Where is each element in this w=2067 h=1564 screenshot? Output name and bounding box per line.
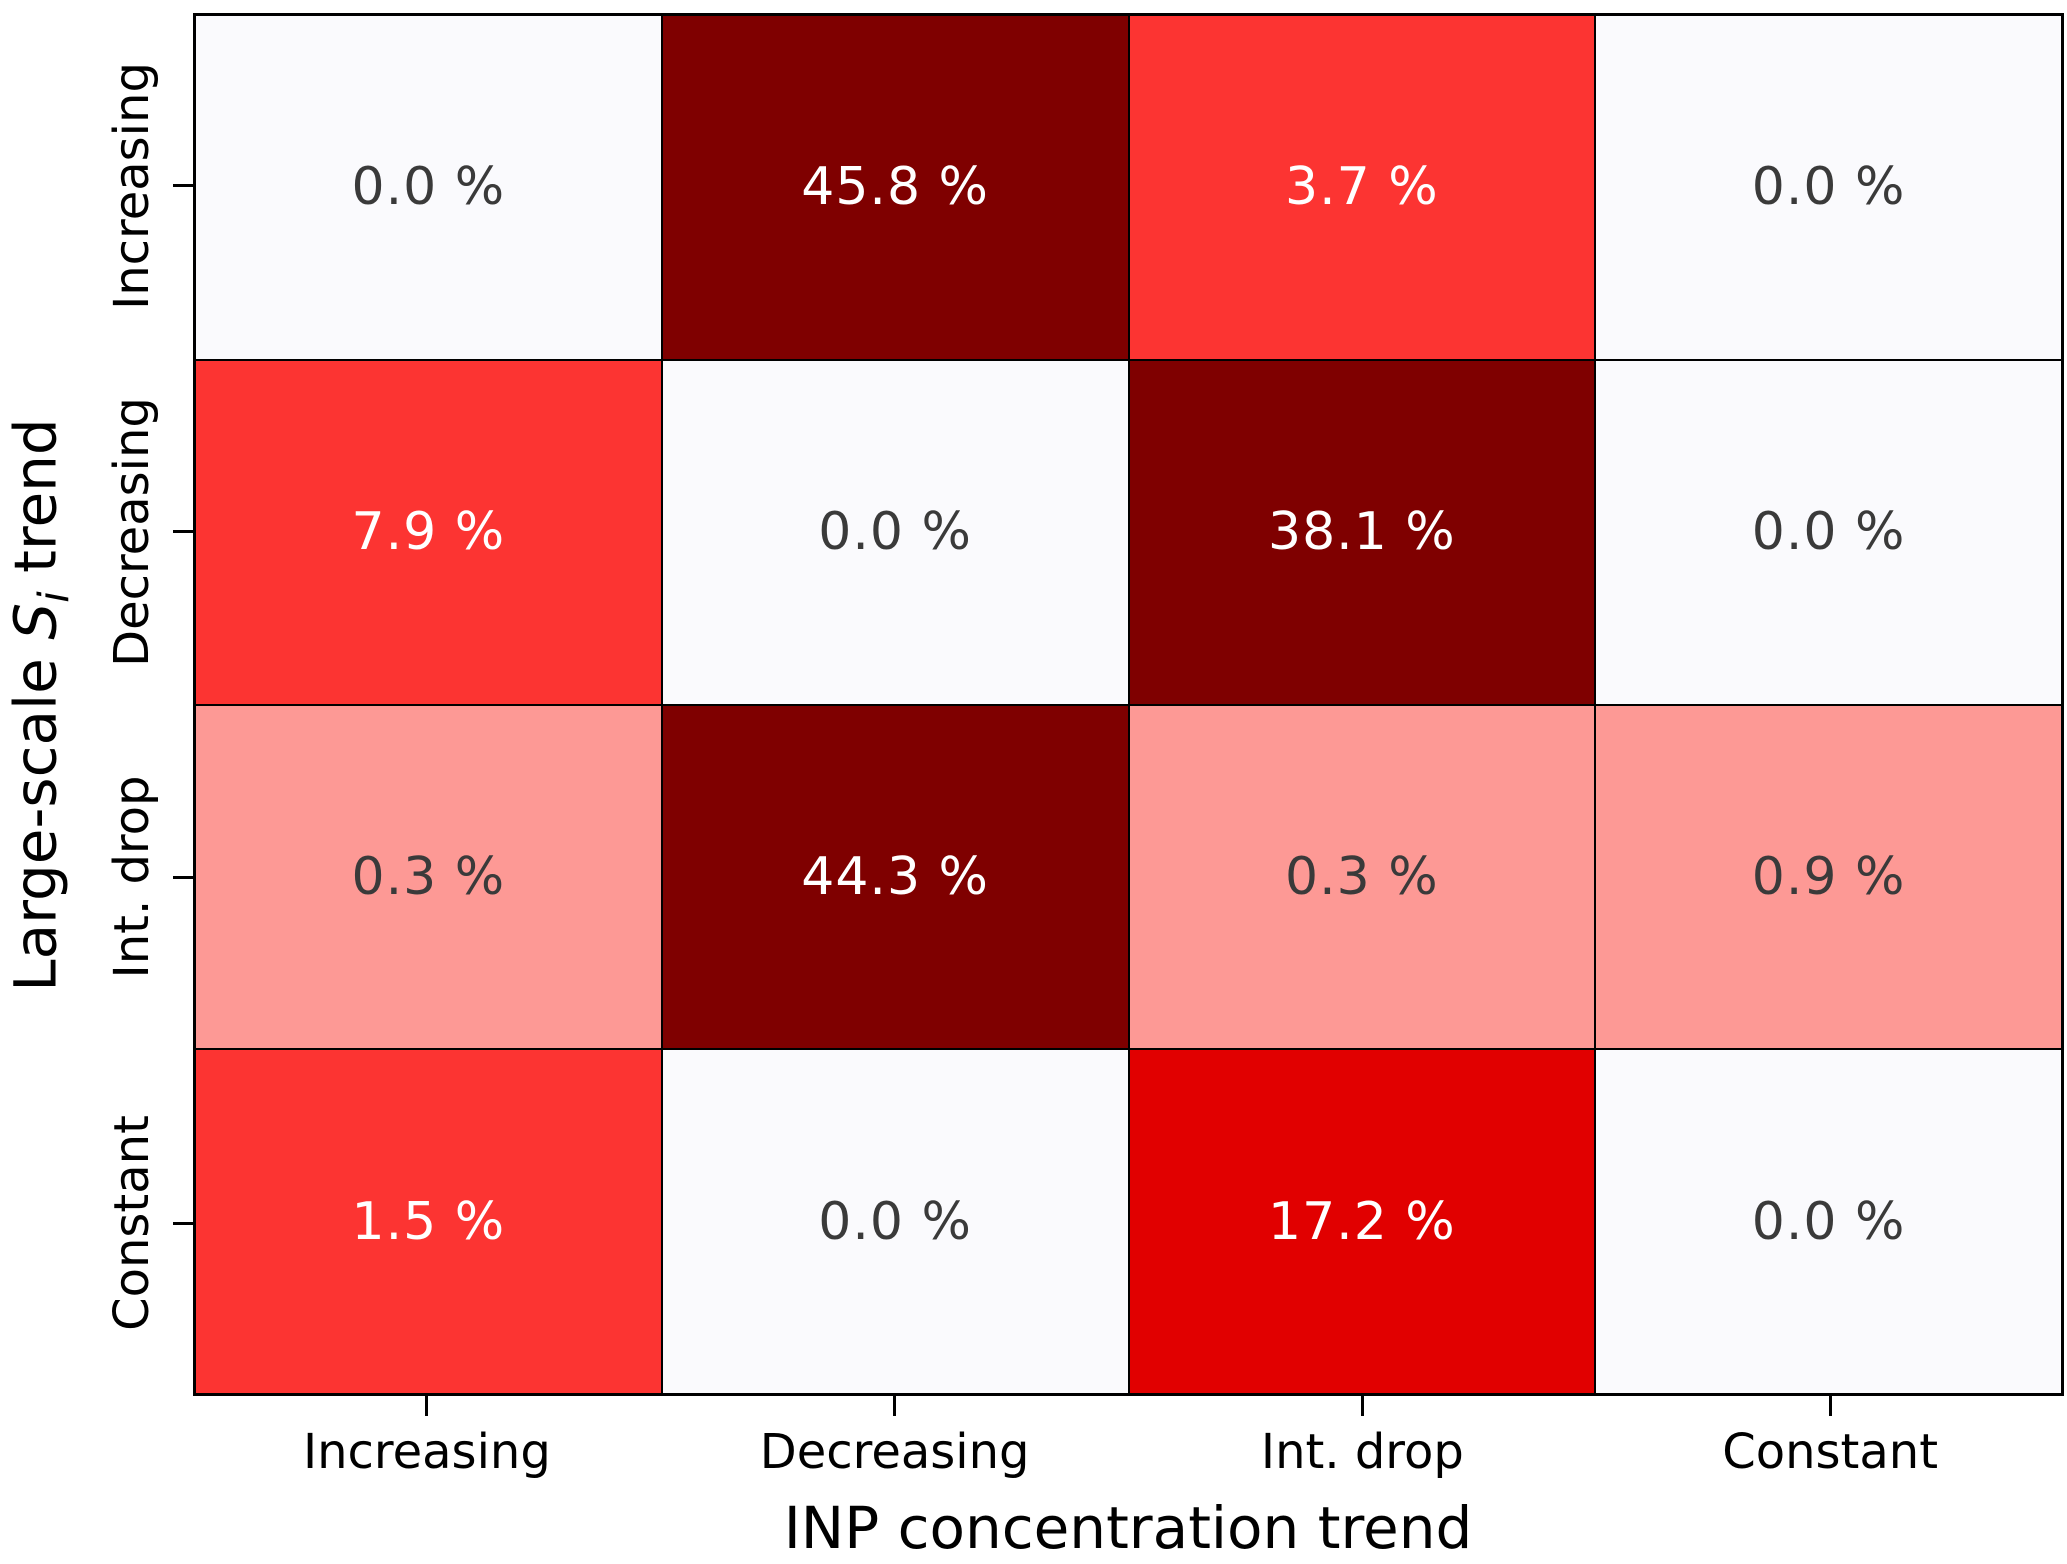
x-axis-tick: [1360, 1396, 1364, 1416]
cell-value-label: 7.9 %: [351, 502, 506, 563]
cell-value-label: 17.2 %: [1268, 1191, 1456, 1252]
cell-value-label: 0.3 %: [351, 846, 506, 907]
cell-value-label: 0.0 %: [1751, 502, 1906, 563]
y-tick-label: Increasing: [104, 61, 160, 310]
y-axis-title-suffix: trend: [1, 418, 70, 592]
heatmap-cell: 1.5 %: [196, 1050, 661, 1393]
x-tick-label: Int. drop: [1260, 1424, 1464, 1480]
heatmap-cell: 0.0 %: [1596, 1050, 2061, 1393]
y-tick-label: Decreasing: [104, 396, 160, 667]
y-axis-title-variable: S: [1, 602, 70, 640]
heatmap-cell: 17.2 %: [1129, 1050, 1595, 1393]
cell-value-label: 0.0 %: [1751, 157, 1906, 218]
x-tick-label: Constant: [1722, 1424, 1939, 1480]
y-axis-tick: [173, 184, 193, 188]
heatmap-grid: 0.0 % 45.8 % 3.7 % 0.0 % 7.9 % 0.0 % 38.1 % 0.0…: [193, 13, 2064, 1396]
x-axis-tick: [425, 1396, 429, 1416]
heatmap-cell: 0.0 %: [662, 1050, 1128, 1393]
y-axis-tick: [173, 875, 193, 879]
cell-value-label: 0.3 %: [1285, 846, 1439, 907]
heatmap-cell: 0.0 %: [196, 16, 661, 359]
cell-value-label: 3.7 %: [1285, 157, 1439, 218]
cell-value-label: 38.1 %: [1268, 502, 1456, 563]
heatmap-cell: 0.3 %: [196, 705, 661, 1049]
y-axis-title-prefix: Large-scale: [1, 639, 70, 992]
cell-value-label: 45.8 %: [801, 157, 989, 218]
heatmap-cell: 45.8 %: [662, 16, 1128, 359]
cell-value-label: 1.5 %: [351, 1191, 506, 1252]
x-axis-tick: [893, 1396, 897, 1416]
y-tick-label: Int. drop: [104, 775, 160, 979]
cell-value-label: 0.0 %: [1751, 1191, 1906, 1252]
heatmap-cell: 38.1 %: [1129, 360, 1595, 704]
x-tick-label: Decreasing: [759, 1424, 1030, 1480]
cell-value-label: 0.9 %: [1751, 846, 1906, 907]
y-axis-tick: [173, 530, 193, 534]
x-tick-label: Increasing: [302, 1424, 551, 1480]
heatmap-cell: 44.3 %: [662, 705, 1128, 1049]
heatmap-cell: 0.0 %: [1596, 16, 2061, 359]
cell-value-label: 44.3 %: [801, 846, 989, 907]
x-axis-tick: [1828, 1396, 1832, 1416]
y-axis-title: Large-scale Si trend: [2, 418, 79, 991]
y-axis-tick: [173, 1221, 193, 1225]
heatmap-cell: 3.7 %: [1129, 16, 1595, 359]
heatmap-cell: 0.0 %: [1596, 360, 2061, 704]
heatmap-cell: 0.0 %: [662, 360, 1128, 704]
cell-value-label: 0.0 %: [351, 157, 506, 218]
y-tick-label: Constant: [104, 1115, 160, 1332]
heatmap-cell: 0.3 %: [1129, 705, 1595, 1049]
cell-value-label: 0.0 %: [818, 502, 972, 563]
heatmap-cell: 7.9 %: [196, 360, 661, 704]
cell-value-label: 0.0 %: [818, 1191, 972, 1252]
x-axis-title: INP concentration trend: [783, 1494, 1473, 1562]
y-axis-title-subscript: i: [29, 591, 79, 603]
heatmap-cell: 0.9 %: [1596, 705, 2061, 1049]
